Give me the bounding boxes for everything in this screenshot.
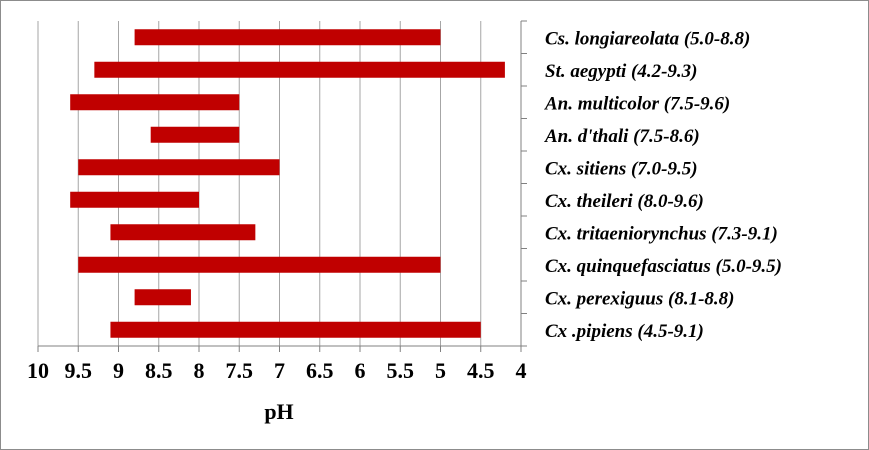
category-label: An. d'thali (7.5-8.6) — [544, 126, 700, 147]
axes — [37, 20, 527, 352]
x-tick-label: 5 — [435, 358, 446, 383]
category-label: Cx .pipiens (4.5-9.1) — [545, 321, 704, 342]
x-tick-label: 7 — [274, 358, 285, 383]
x-tick-label: 5.5 — [387, 358, 415, 383]
x-tick-label: 7.5 — [226, 358, 254, 383]
range-bar — [110, 224, 256, 241]
x-tick-label: 9 — [113, 358, 124, 383]
category-label: St. aegypti (4.2-9.3) — [545, 61, 698, 82]
x-tick-label: 6 — [355, 358, 366, 383]
category-label: Cx. tritaeniorynchus (7.3-9.1) — [545, 223, 778, 244]
x-tick-label: 6.5 — [306, 358, 334, 383]
range-bar — [134, 289, 191, 306]
range-bar — [150, 126, 240, 143]
category-label: Cs. longiareolata (5.0-8.8) — [545, 28, 750, 49]
category-label: Cx. theileri (8.0-9.6) — [545, 191, 704, 212]
category-label: Cx. perexiguus (8.1-8.8) — [545, 288, 734, 309]
x-tick-label: 4 — [516, 358, 527, 383]
x-tick-label: 8 — [194, 358, 205, 383]
category-label: An. multicolor (7.5-9.6) — [544, 93, 730, 114]
bars — [70, 29, 505, 338]
range-bar — [94, 61, 505, 78]
x-tick-label: 10 — [27, 358, 49, 383]
range-bar — [134, 29, 441, 46]
category-label: Cx. quinquefasciatus (5.0-9.5) — [545, 256, 782, 277]
range-bar — [70, 191, 199, 208]
x-axis-title: pH — [264, 399, 293, 424]
category-label: Cx. sitiens (7.0-9.5) — [545, 158, 698, 179]
category-labels: Cs. longiareolata (5.0-8.8) St. aegypti (… — [544, 28, 782, 342]
range-bar — [70, 94, 240, 111]
x-tick-label: 8.5 — [145, 358, 173, 383]
range-bar — [110, 321, 481, 338]
x-tick-label: 9.5 — [65, 358, 93, 383]
x-tick-label: 4.5 — [467, 358, 495, 383]
range-bar — [78, 159, 280, 176]
x-tick-labels: 10 9.5 9 8.5 8 7.5 7 6.5 6 5.5 5 4.5 4 — [27, 358, 527, 383]
range-bar — [78, 256, 441, 273]
